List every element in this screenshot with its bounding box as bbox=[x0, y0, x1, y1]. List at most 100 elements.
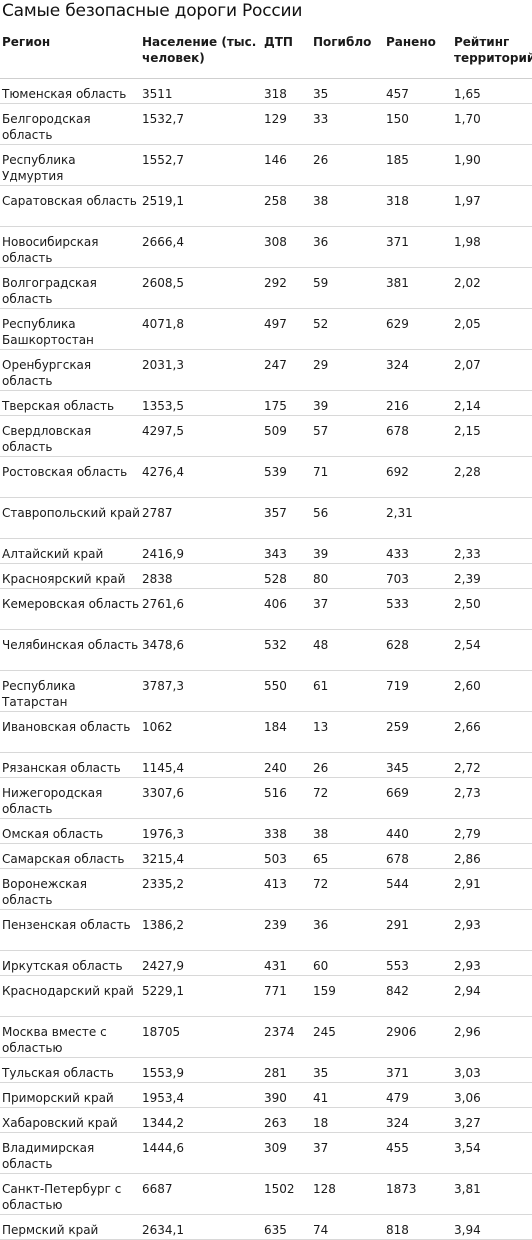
table-row: Алтайский край 2416,9 343 39 433 2,33 bbox=[0, 539, 532, 564]
cell-population: 2787 bbox=[142, 506, 173, 520]
cell-killed: 245 bbox=[313, 1025, 336, 1039]
cell-rating: 3,06 bbox=[454, 1091, 481, 1105]
cell-injured: 818 bbox=[386, 1223, 409, 1237]
cell-killed: 35 bbox=[313, 1066, 329, 1080]
cell-killed: 128 bbox=[313, 1182, 336, 1196]
cell-accidents: 532 bbox=[264, 638, 287, 652]
regions-table: Регион Население (тыс. человек) ДТП Поги… bbox=[0, 24, 532, 1240]
table-row: Омская область 1976,3 338 38 440 2,79 bbox=[0, 819, 532, 844]
table-row: Оренбургская область 2031,3 247 29 324 2,07 bbox=[0, 350, 532, 391]
cell-injured: 842 bbox=[386, 984, 409, 998]
cell-killed: 36 bbox=[313, 235, 329, 249]
cell-rating: 3,03 bbox=[454, 1066, 481, 1080]
cell-region: Новосибирская область bbox=[2, 235, 99, 265]
cell-region: Тульская область bbox=[2, 1066, 114, 1080]
cell-population: 1444,6 bbox=[142, 1141, 184, 1155]
cell-injured: 629 bbox=[386, 317, 409, 331]
table-row: Пермский край 2634,1 635 74 818 3,94 bbox=[0, 1215, 532, 1240]
cell-accidents: 281 bbox=[264, 1066, 287, 1080]
cell-population: 3215,4 bbox=[142, 852, 184, 866]
cell-injured: 2,31 bbox=[386, 506, 413, 520]
cell-rating: 2,72 bbox=[454, 761, 481, 775]
cell-injured: 371 bbox=[386, 1066, 409, 1080]
cell-accidents: 539 bbox=[264, 465, 287, 479]
cell-killed: 26 bbox=[313, 761, 329, 775]
cell-injured: 719 bbox=[386, 679, 409, 693]
cell-rating: 3,81 bbox=[454, 1182, 481, 1196]
cell-killed: 37 bbox=[313, 597, 329, 611]
table-row: Иркутская область 2427,9 431 60 553 2,93 bbox=[0, 951, 532, 976]
cell-injured: 457 bbox=[386, 87, 409, 101]
cell-accidents: 413 bbox=[264, 877, 287, 891]
table-row: Ставропольский край 2787 357 56 2,31 bbox=[0, 498, 532, 539]
cell-rating: 2,73 bbox=[454, 786, 481, 800]
cell-population: 5229,1 bbox=[142, 984, 184, 998]
cell-killed: 74 bbox=[313, 1223, 329, 1237]
table-row: Москва вместе с областью 18705 2374 245 2906… bbox=[0, 1017, 532, 1058]
table-body: Тюменская область 3511 318 35 457 1,65 Белгоро… bbox=[0, 79, 532, 1240]
cell-accidents: 338 bbox=[264, 827, 287, 841]
cell-accidents: 516 bbox=[264, 786, 287, 800]
cell-injured: 703 bbox=[386, 572, 409, 586]
cell-region: Республика Удмуртия bbox=[2, 153, 76, 183]
table-row: Республика Удмуртия 1552,7 146 26 185 1,90 bbox=[0, 145, 532, 186]
cell-injured: 318 bbox=[386, 194, 409, 208]
cell-killed: 65 bbox=[313, 852, 329, 866]
table-header-row: Регион Население (тыс. человек) ДТП Поги… bbox=[0, 24, 532, 79]
cell-killed: 57 bbox=[313, 424, 329, 438]
cell-killed: 26 bbox=[313, 153, 329, 167]
cell-killed: 33 bbox=[313, 112, 329, 126]
cell-accidents: 431 bbox=[264, 959, 287, 973]
cell-population: 1386,2 bbox=[142, 918, 184, 932]
cell-killed: 72 bbox=[313, 877, 329, 891]
table-row: Челябинская область 3478,6 532 48 628 2,54 bbox=[0, 630, 532, 671]
column-header-rating: Рейтинг территорий bbox=[452, 24, 532, 79]
cell-killed: 60 bbox=[313, 959, 329, 973]
cell-rating: 3,54 bbox=[454, 1141, 481, 1155]
cell-injured: 216 bbox=[386, 399, 409, 413]
cell-population: 3787,3 bbox=[142, 679, 184, 693]
cell-injured: 479 bbox=[386, 1091, 409, 1105]
cell-region: Алтайский край bbox=[2, 547, 104, 561]
cell-region: Свердловская область bbox=[2, 424, 92, 454]
cell-injured: 533 bbox=[386, 597, 409, 611]
cell-region: Омская область bbox=[2, 827, 104, 841]
cell-accidents: 497 bbox=[264, 317, 287, 331]
cell-accidents: 240 bbox=[264, 761, 287, 775]
table-row: Приморский край 1953,4 390 41 479 3,06 bbox=[0, 1083, 532, 1108]
cell-region: Владимирская область bbox=[2, 1141, 95, 1171]
cell-accidents: 528 bbox=[264, 572, 287, 586]
cell-killed: 36 bbox=[313, 918, 329, 932]
cell-region: Белгородская область bbox=[2, 112, 91, 142]
cell-region: Санкт-Петербург с областью bbox=[2, 1182, 122, 1212]
cell-population: 1145,4 bbox=[142, 761, 184, 775]
cell-killed: 56 bbox=[313, 506, 329, 520]
cell-population: 2838 bbox=[142, 572, 173, 586]
cell-accidents: 263 bbox=[264, 1116, 287, 1130]
cell-population: 2608,5 bbox=[142, 276, 184, 290]
cell-accidents: 146 bbox=[264, 153, 287, 167]
table-row: Тульская область 1553,9 281 35 371 3,03 bbox=[0, 1058, 532, 1083]
cell-injured: 433 bbox=[386, 547, 409, 561]
cell-accidents: 318 bbox=[264, 87, 287, 101]
cell-rating: 2,54 bbox=[454, 638, 481, 652]
column-header-accidents: ДТП bbox=[262, 24, 311, 79]
cell-rating: 2,05 bbox=[454, 317, 481, 331]
cell-rating: 2,33 bbox=[454, 547, 481, 561]
cell-accidents: 503 bbox=[264, 852, 287, 866]
cell-killed: 80 bbox=[313, 572, 329, 586]
cell-accidents: 357 bbox=[264, 506, 287, 520]
cell-region: Оренбургская область bbox=[2, 358, 92, 388]
cell-injured: 2906 bbox=[386, 1025, 417, 1039]
cell-accidents: 308 bbox=[264, 235, 287, 249]
table-row: Ростовская область 4276,4 539 71 692 2,28 bbox=[0, 457, 532, 498]
cell-injured: 553 bbox=[386, 959, 409, 973]
table-row: Тверская область 1353,5 175 39 216 2,14 bbox=[0, 391, 532, 416]
cell-population: 4071,8 bbox=[142, 317, 184, 331]
cell-rating: 2,39 bbox=[454, 572, 481, 586]
cell-population: 1976,3 bbox=[142, 827, 184, 841]
table-row: Республика Башкортостан 4071,8 497 52 629 2,0… bbox=[0, 309, 532, 350]
cell-killed: 35 bbox=[313, 87, 329, 101]
cell-region: Саратовская область bbox=[2, 194, 137, 208]
page-title: Самые безопасные дороги России bbox=[2, 1, 303, 21]
